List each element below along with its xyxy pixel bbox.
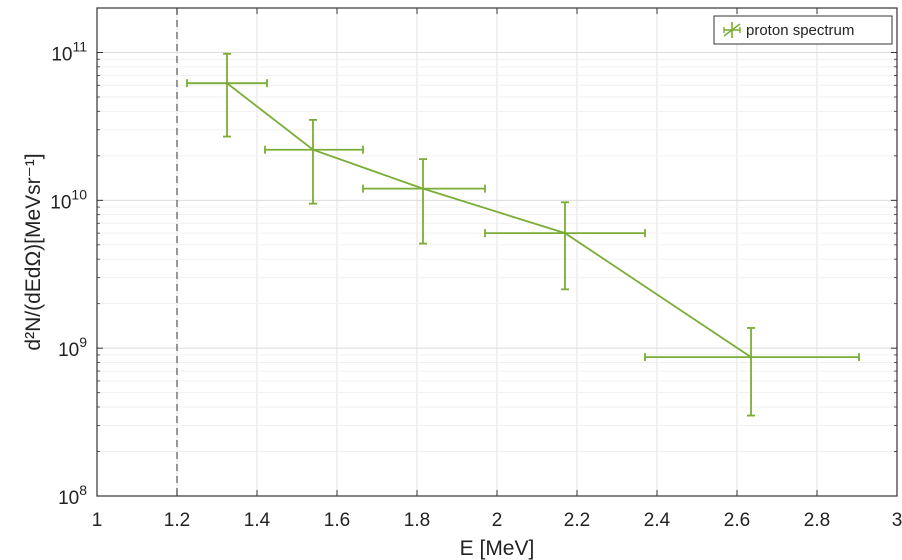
data-point <box>225 81 229 85</box>
data-point <box>749 355 753 359</box>
x-tick-label: 2 <box>492 510 503 531</box>
x-axis-ticks: 1 1.2 1.4 1.6 1.8 2 2.2 2.4 2.6 2.8 3 <box>92 8 902 531</box>
x-tick-label: 1.6 <box>324 510 350 531</box>
y-axis-label: d²N/(dEdΩ)[MeVsr⁻¹] <box>22 153 45 350</box>
series-line-proton-spectrum <box>226 82 752 358</box>
data-point <box>563 231 567 235</box>
x-tick-label: 3 <box>892 510 902 531</box>
data-point <box>421 187 425 191</box>
legend-errorbar-icon <box>723 22 741 38</box>
x-tick-label: 2.4 <box>644 510 671 531</box>
x-tick-label: 2.8 <box>804 510 830 531</box>
y-tick-label: 1011 <box>51 39 87 66</box>
x-tick-label: 1 <box>92 510 103 531</box>
legend-icon-line <box>723 23 741 37</box>
x-tick-label: 1.4 <box>244 510 271 531</box>
y-tick-label: 109 <box>58 334 87 361</box>
x-axis-label: E [MeV] <box>460 537 535 560</box>
y-tick-label: 1010 <box>50 186 87 213</box>
grid <box>97 8 897 497</box>
data-point <box>311 148 315 152</box>
y-axis-ticks: 108 109 1010 1011 <box>50 39 897 509</box>
x-tick-label: 1.2 <box>164 510 190 531</box>
legend[interactable]: proton spectrum <box>713 15 893 45</box>
x-tick-label: 2.2 <box>564 510 590 531</box>
y-tick-label: 108 <box>58 482 87 509</box>
legend-entry-proton-spectrum: proton spectrum <box>746 22 854 39</box>
legend-box <box>713 15 893 45</box>
x-tick-label: 2.6 <box>724 510 750 531</box>
series-layer <box>186 52 860 417</box>
x-tick-label: 1.8 <box>404 510 430 531</box>
